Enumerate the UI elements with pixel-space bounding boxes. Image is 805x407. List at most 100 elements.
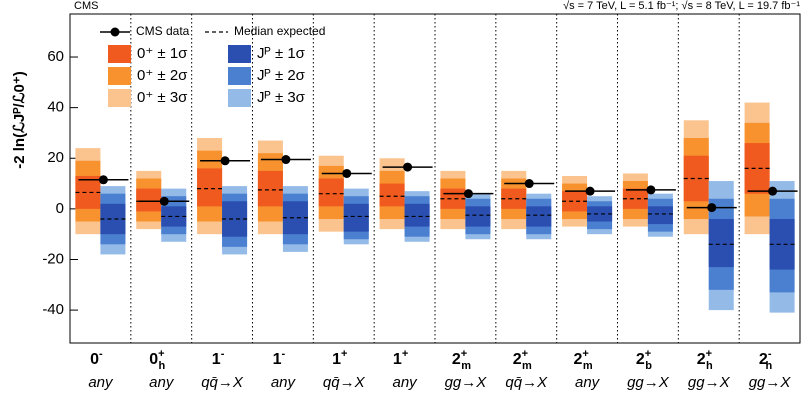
label-sup: +	[402, 348, 408, 360]
category-label: 2+ m	[574, 348, 593, 372]
label-sub: m	[583, 360, 593, 372]
legend-label: 0⁺ ± 2σ	[137, 67, 188, 84]
expected-band	[222, 201, 248, 237]
expected-band	[526, 206, 552, 227]
category-label: 2+ b	[636, 348, 652, 372]
category-label: 1-	[273, 348, 286, 368]
label-sup: +	[582, 348, 588, 360]
label-base: 1	[393, 351, 402, 368]
production-label: any	[149, 374, 175, 391]
expected-band	[404, 203, 430, 227]
observed-point	[707, 203, 717, 213]
legend-swatch	[108, 45, 131, 63]
label-sup: -	[282, 348, 286, 360]
production-label: any	[392, 374, 418, 391]
category-label: 0+ h	[149, 348, 165, 372]
label-sup: -	[768, 348, 772, 360]
energy-note: √s = 7 TeV, L = 5.1 fb⁻¹; √s = 8 TeV, L …	[563, 0, 800, 12]
expected-band	[318, 178, 344, 207]
y-tick-label: 20	[47, 149, 64, 166]
expected-band	[708, 218, 734, 268]
label-sup: +	[645, 348, 651, 360]
observed-point	[98, 175, 108, 185]
label-base: 2	[759, 351, 768, 368]
label-sub: b	[645, 360, 652, 372]
expected-band	[100, 203, 126, 235]
label-sub: m	[461, 360, 471, 372]
legend-swatch	[108, 89, 131, 107]
y-axis-title: -2 ln(ℒJᴾ/ℒ0⁺)	[11, 71, 28, 169]
observed-point	[281, 155, 291, 165]
expected-band	[197, 168, 223, 207]
production-label: gg→X	[445, 374, 488, 391]
category-label: 2+ m	[513, 348, 532, 372]
legend-swatch	[228, 89, 251, 107]
expected-band	[75, 175, 101, 209]
production-label: any	[271, 374, 297, 391]
legend-label: Jᴾ ± 1σ	[257, 45, 306, 62]
legend-label: CMS data	[136, 24, 190, 38]
production-label: gg→X	[627, 374, 670, 391]
y-tick-label: 40	[47, 99, 64, 116]
observed-point	[646, 185, 656, 195]
production-label: any	[575, 374, 601, 391]
observed-point	[524, 179, 534, 189]
expected-band	[282, 201, 308, 235]
observed-point	[463, 189, 473, 199]
expected-band	[622, 188, 648, 209]
label-sup: +	[341, 348, 347, 360]
category-label: 0-	[90, 348, 103, 368]
observed-point	[403, 162, 413, 172]
label-base: 2	[697, 351, 706, 368]
label-base: 0	[149, 351, 158, 368]
observed-point	[342, 168, 352, 178]
legend-label: Jᴾ ± 3σ	[257, 89, 306, 106]
observed-point	[220, 156, 230, 166]
label-sup: +	[522, 348, 528, 360]
legend-observed-point	[110, 27, 120, 37]
label-sup: -	[99, 348, 103, 360]
label-base: 1	[332, 351, 341, 368]
category-label: 1+	[332, 348, 347, 368]
expected-band	[343, 203, 369, 232]
legend-label: Jᴾ ± 2σ	[257, 67, 306, 84]
category-label: 2+ h	[697, 348, 713, 372]
label-base: 0	[90, 351, 99, 368]
legend-swatch	[108, 67, 131, 85]
production-label: any	[88, 374, 114, 391]
label-base: 2	[452, 351, 461, 368]
observed-point	[159, 196, 169, 206]
expected-band	[647, 206, 673, 225]
legend-swatch	[228, 45, 251, 63]
expected-band	[501, 188, 527, 209]
expected-band	[161, 206, 187, 227]
expected-band	[136, 188, 162, 212]
y-tick-label: -40	[42, 301, 64, 318]
observed-point	[585, 186, 595, 196]
label-sup: -	[221, 348, 225, 360]
expected-band	[769, 218, 795, 270]
production-label: gg→X	[749, 374, 792, 391]
expected-band	[683, 155, 709, 202]
label-sup: +	[461, 348, 467, 360]
label-sup: +	[706, 348, 712, 360]
y-tick-label: 0	[56, 200, 64, 217]
legend-label: Median expected	[234, 24, 325, 38]
category-label: 2+ m	[452, 348, 471, 372]
category-label: 1+	[393, 348, 408, 368]
production-label: gg→X	[688, 374, 731, 391]
y-tick-label: -20	[42, 250, 64, 267]
legend-label: 0⁺ ± 3σ	[137, 89, 188, 106]
label-base: 2	[636, 351, 645, 368]
y-tick-label: 60	[47, 48, 64, 65]
label-sub: h	[766, 360, 773, 372]
expected-band	[562, 191, 588, 212]
experiment-label: CMS	[74, 0, 98, 12]
label-sub: h	[159, 360, 166, 372]
label-sub: h	[706, 360, 713, 372]
label-sub: m	[522, 360, 532, 372]
production-label: qq̄→X	[323, 374, 366, 391]
expected-band	[465, 206, 491, 227]
